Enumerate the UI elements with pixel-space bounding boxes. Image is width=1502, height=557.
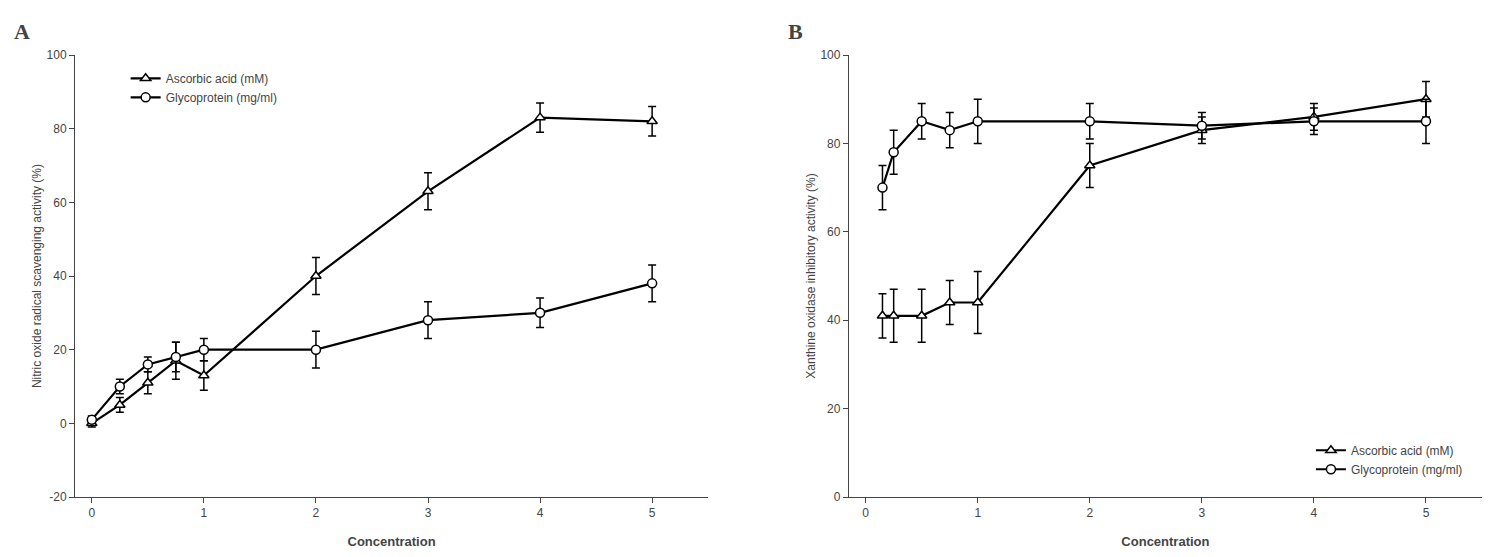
svg-text:4: 4 — [1311, 506, 1318, 520]
svg-text:60: 60 — [827, 225, 841, 239]
svg-text:Concentration: Concentration — [348, 534, 436, 549]
svg-text:0: 0 — [60, 417, 67, 431]
svg-text:Ascorbic acid (mM): Ascorbic acid (mM) — [1351, 444, 1454, 458]
svg-text:2: 2 — [1086, 506, 1093, 520]
svg-text:4: 4 — [537, 506, 544, 520]
svg-text:80: 80 — [827, 137, 841, 151]
svg-text:Xanthine oxidase inhibitory ac: Xanthine oxidase inhibitory activity (%) — [804, 173, 818, 378]
svg-text:40: 40 — [827, 313, 841, 327]
svg-text:-20: -20 — [49, 490, 67, 504]
svg-text:Ascorbic acid (mM): Ascorbic acid (mM) — [166, 72, 269, 86]
svg-text:5: 5 — [1423, 506, 1430, 520]
svg-text:A: A — [14, 19, 30, 44]
svg-text:1: 1 — [201, 506, 208, 520]
svg-text:20: 20 — [53, 343, 67, 357]
svg-text:0: 0 — [88, 506, 95, 520]
svg-text:B: B — [788, 19, 803, 44]
svg-text:1: 1 — [974, 506, 981, 520]
svg-text:3: 3 — [425, 506, 432, 520]
svg-text:2: 2 — [313, 506, 320, 520]
svg-text:100: 100 — [47, 48, 67, 62]
svg-text:0: 0 — [834, 490, 841, 504]
svg-text:Concentration: Concentration — [1121, 534, 1209, 549]
svg-text:3: 3 — [1199, 506, 1206, 520]
svg-text:20: 20 — [827, 402, 841, 416]
svg-text:0: 0 — [862, 506, 869, 520]
svg-text:60: 60 — [53, 196, 67, 210]
svg-text:Glycoprotein (mg/ml): Glycoprotein (mg/ml) — [166, 91, 277, 105]
svg-text:80: 80 — [53, 122, 67, 136]
svg-text:Glycoprotein (mg/ml): Glycoprotein (mg/ml) — [1351, 463, 1462, 477]
svg-text:40: 40 — [53, 269, 67, 283]
svg-text:5: 5 — [649, 506, 656, 520]
svg-text:Nitric oxide radical scavengin: Nitric oxide radical scavenging activity… — [30, 164, 44, 388]
svg-text:100: 100 — [820, 48, 840, 62]
